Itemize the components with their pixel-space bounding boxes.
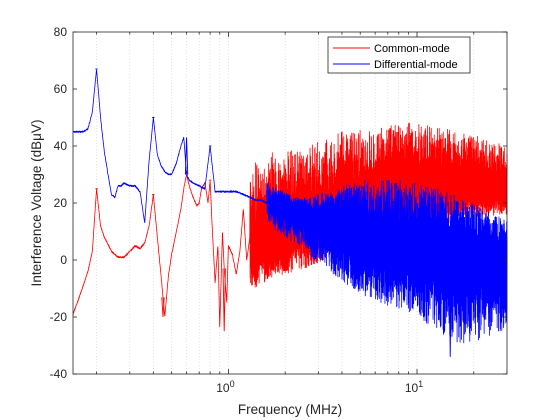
legend-label-differential-mode: Differential-mode [374,59,458,71]
legend-box [327,36,471,74]
legend: Common-mode Differential-mode [327,36,471,74]
axis-ticks [73,31,508,375]
y-tick-label: -40 [50,367,68,381]
y-tick-label: 60 [54,82,68,96]
peak-mark [448,252,452,357]
x-tick-label: 100 [216,379,234,395]
peak-mark [161,297,165,318]
x-tick-label: 101 [405,379,423,395]
y-tick-label: -20 [50,310,68,324]
x-axis-label: Frequency (MHz) [238,402,342,417]
y-tick-labels: -40 -20 0 20 40 60 80 [50,25,68,381]
series-line [72,69,508,344]
legend-label-common-mode: Common-mode [374,43,450,55]
y-tick-label: 20 [54,196,68,210]
y-tick-label: 80 [54,25,68,39]
peak-mark [184,137,189,175]
series-layer [72,68,508,357]
y-tick-label: 40 [54,139,68,153]
y-axis-label: Interference Voltage (dBμV) [29,120,44,287]
series-differential-mode [72,68,508,357]
peak-mark [222,268,226,332]
y-tick-label: 0 [60,253,67,267]
x-tick-labels: 100 101 [216,379,423,395]
